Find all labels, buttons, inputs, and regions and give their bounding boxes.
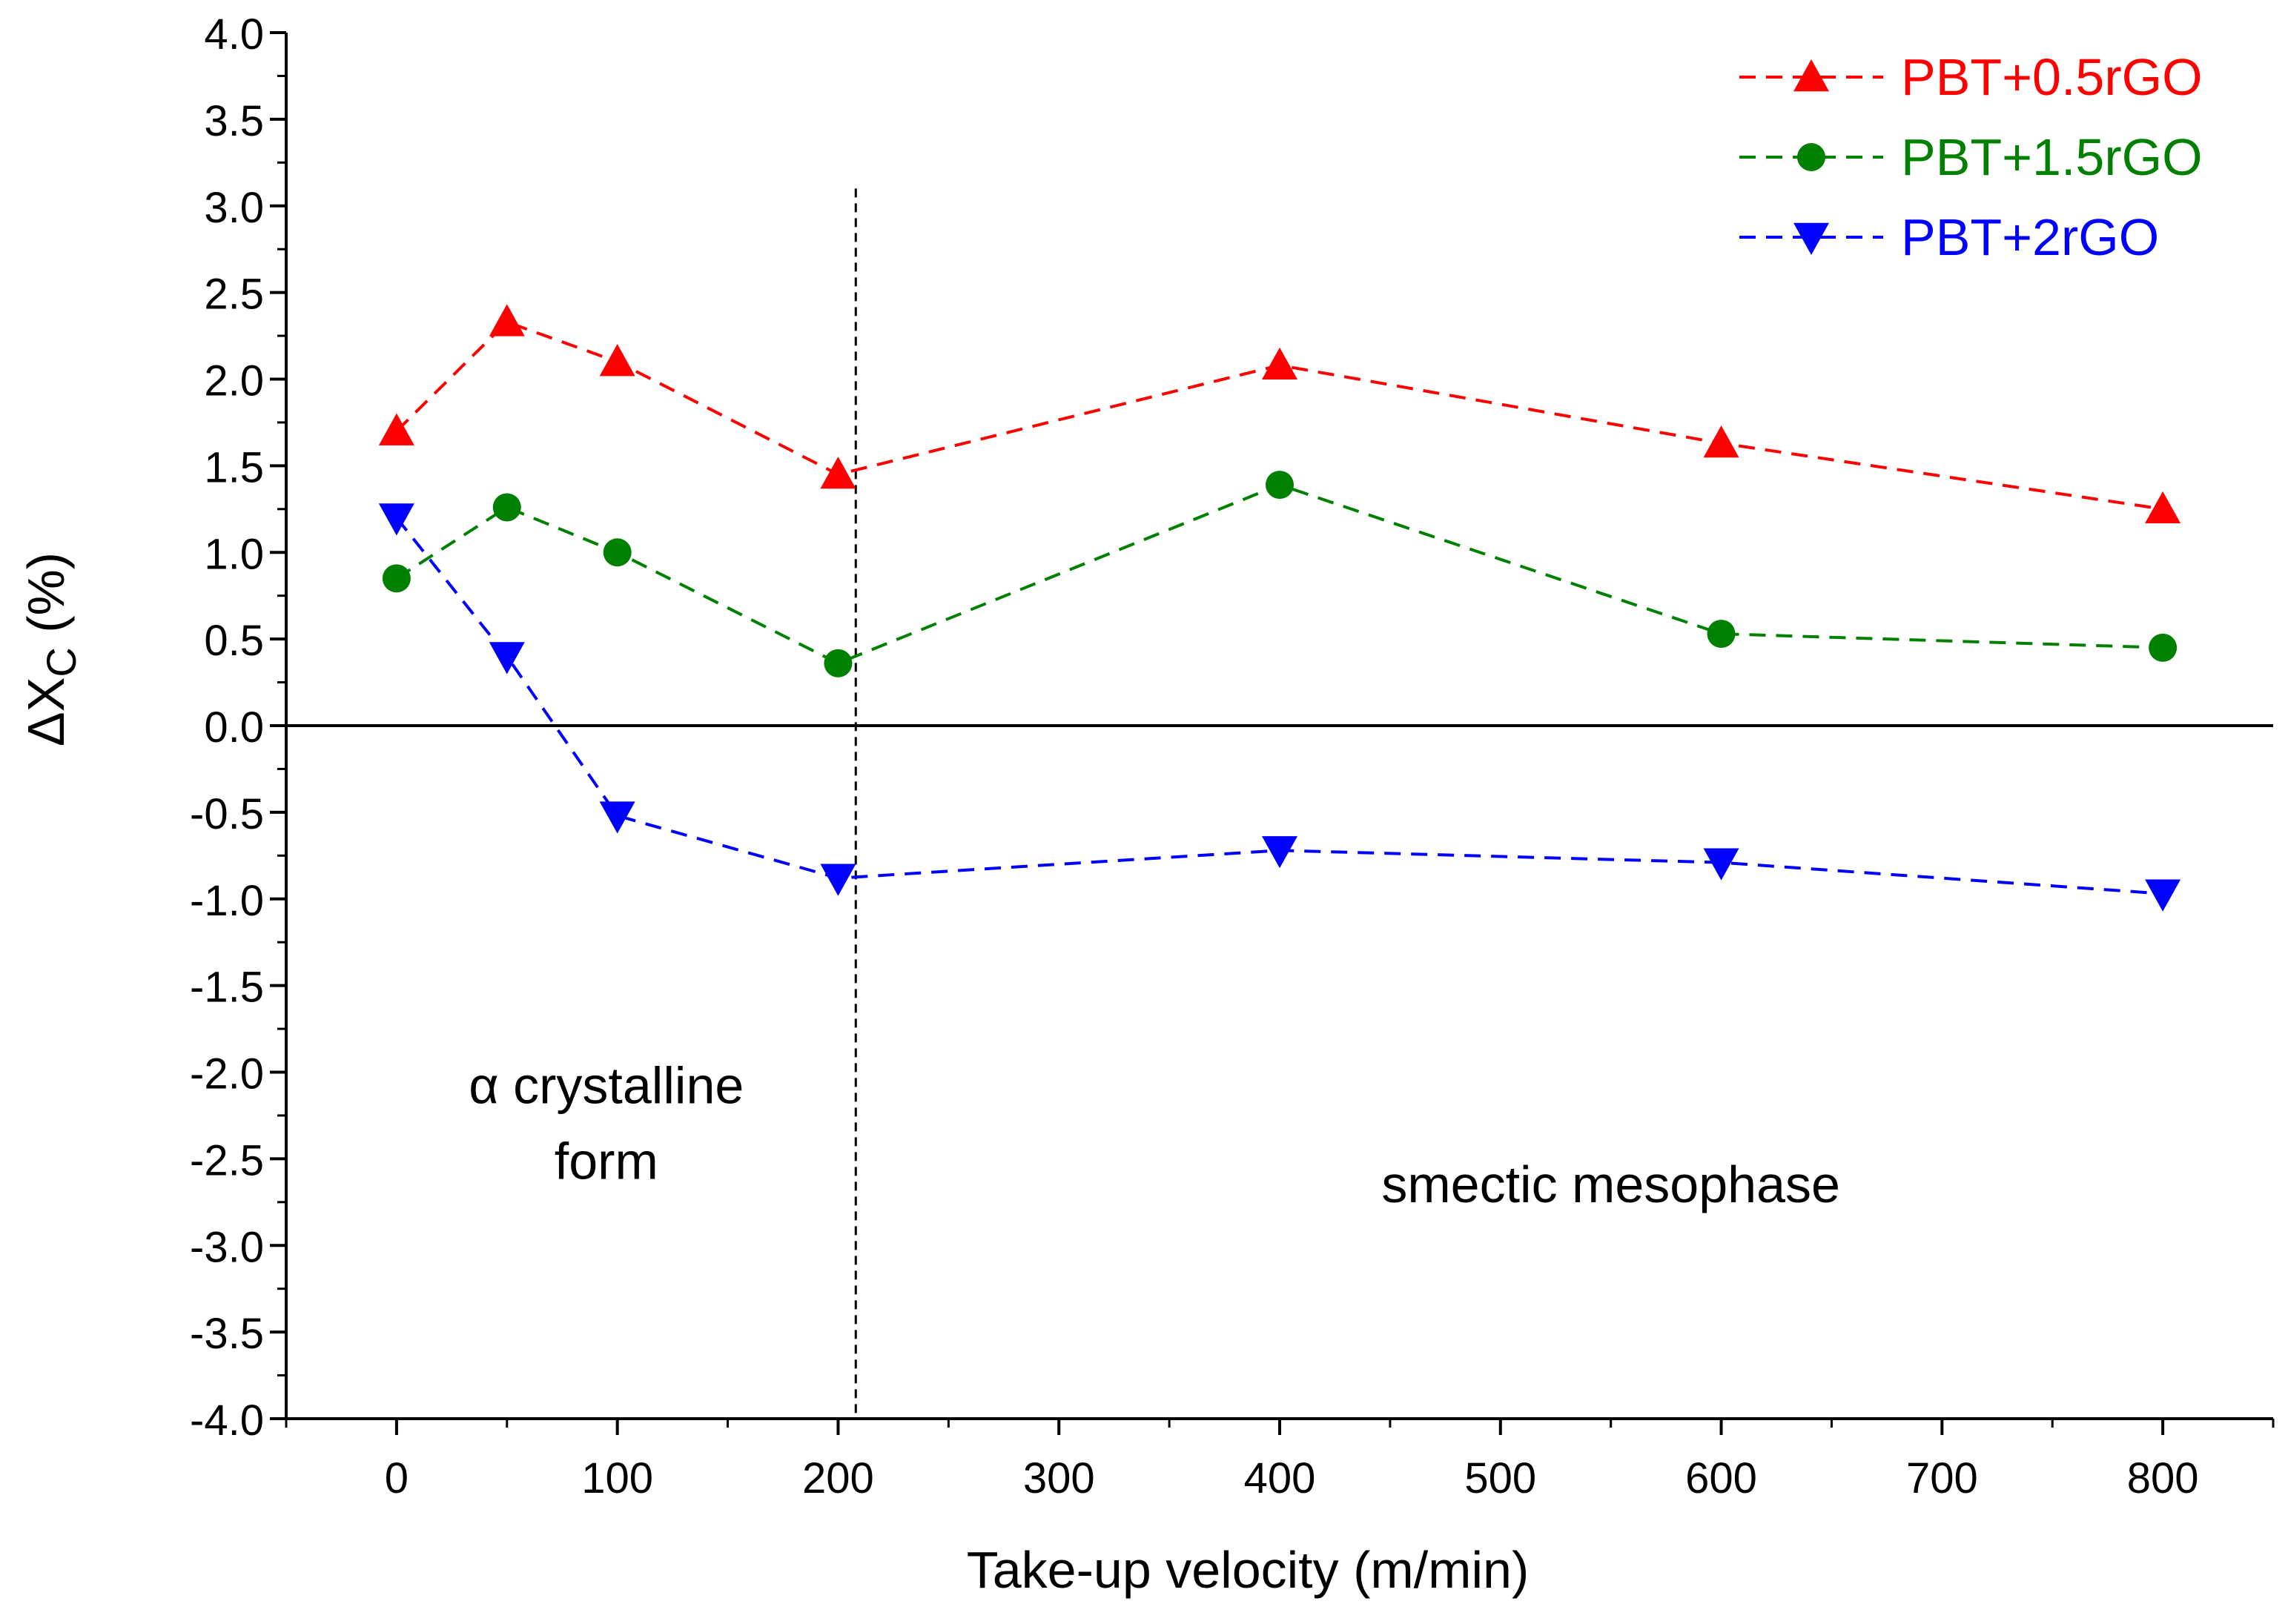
axes-group: -4.0 -3.5 -3.0 -2.5 -2.0 -1.5 -1.0 -0.5 0.0 0.5 1.… [190,10,2275,1502]
y-axis-title-subscript: C [38,647,85,677]
x-tick-label: 100 [581,1454,653,1502]
y-tick-label: 0.0 [204,703,264,752]
annotation-smectic-label-line: smectic mesophase [1381,1156,1840,1213]
y-tick-label: 3.5 [204,97,264,145]
data-point-pbt-0-5rgo [378,413,414,445]
y-tick-label: -4.0 [190,1396,264,1445]
x-tick-label: 200 [802,1454,874,1502]
data-point-pbt-2rgo [1703,848,1739,881]
data-point-pbt-0-5rgo [1703,425,1739,458]
data-point-pbt-1-5rgo [2149,633,2178,662]
y-tick-label: 4.0 [204,10,264,59]
legend-label-pbt-0-5rgo: PBT+0.5rGO [1901,48,2203,106]
data-point-pbt-0-5rgo [1262,347,1297,380]
data-point-pbt-1-5rgo [492,493,521,522]
y-tick-label: -1.0 [190,877,264,925]
data-point-pbt-0-5rgo [820,457,856,489]
y-tick-label: 0.5 [204,617,264,665]
data-point-pbt-2rgo [599,801,635,834]
x-axis-title: Take-up velocity (m/min) [967,1541,1530,1599]
legend-marker-pbt-0-5rgo [1793,59,1829,92]
annotation-smectic-label: smectic mesophase [1381,1156,1840,1213]
legend-marker-pbt-2rgo [1793,222,1829,255]
series-line-pbt-1-5rgo [395,483,2163,666]
data-point-pbt-0-5rgo [2145,491,2181,524]
data-point-pbt-2rgo [378,503,414,536]
legend-group: PBT+0.5rGO PBT+1.5rGO PBT+2rGO [1739,48,2203,266]
x-tick-label: 300 [1023,1454,1095,1502]
data-point-pbt-0-5rgo [599,344,635,377]
y-axis-title-suffix: (%) [17,552,75,647]
x-tick-label: 600 [1685,1454,1757,1502]
x-tick-label: 0 [385,1454,409,1502]
annotations-group: α crystalline form smectic mesophase [469,1057,1840,1213]
data-point-pbt-1-5rgo [1707,620,1736,649]
data-point-pbt-2rgo [1262,836,1297,869]
y-axis-title: ΔXC (%) [17,552,85,746]
x-tick-label: 400 [1244,1454,1316,1502]
y-tick-label: -2.5 [190,1136,264,1184]
y-tick-label: 1.5 [204,443,264,491]
guides-group [286,188,2273,1419]
y-tick-label: -3.5 [190,1310,264,1358]
legend-label-pbt-1-5rgo: PBT+1.5rGO [1901,128,2203,186]
x-tick-label: 800 [2127,1454,2199,1502]
series-group [378,304,2181,912]
y-tick-label: -3.0 [190,1223,264,1271]
y-tick-label: 2.0 [204,357,264,405]
data-point-pbt-1-5rgo [603,538,632,567]
y-tick-label: -1.5 [190,964,264,1012]
data-point-pbt-0-5rgo [489,304,525,337]
legend-label-pbt-2rgo: PBT+2rGO [1901,208,2159,266]
x-tick-label: 700 [1906,1454,1978,1502]
annotation-alpha-label-line: form [555,1133,658,1190]
y-tick-label: 1.0 [204,530,264,578]
data-point-pbt-1-5rgo [1266,471,1294,500]
legend-marker-pbt-1-5rgo [1797,143,1825,171]
x-tick-label: 500 [1464,1454,1536,1502]
data-point-pbt-1-5rgo [824,649,853,677]
data-point-pbt-1-5rgo [382,564,411,593]
y-tick-label: 3.0 [204,184,264,232]
data-point-pbt-2rgo [2145,879,2181,912]
data-point-pbt-2rgo [820,864,856,896]
y-tick-label: 2.5 [204,271,264,319]
data-point-pbt-2rgo [489,642,525,675]
y-axis-title-prefix: ΔX [17,677,75,746]
y-tick-label: -2.0 [190,1050,264,1098]
y-tick-label: -0.5 [190,790,264,838]
annotation-alpha-label-line: α crystalline [469,1057,744,1115]
annotation-alpha-label: α crystalline form [469,1057,744,1190]
